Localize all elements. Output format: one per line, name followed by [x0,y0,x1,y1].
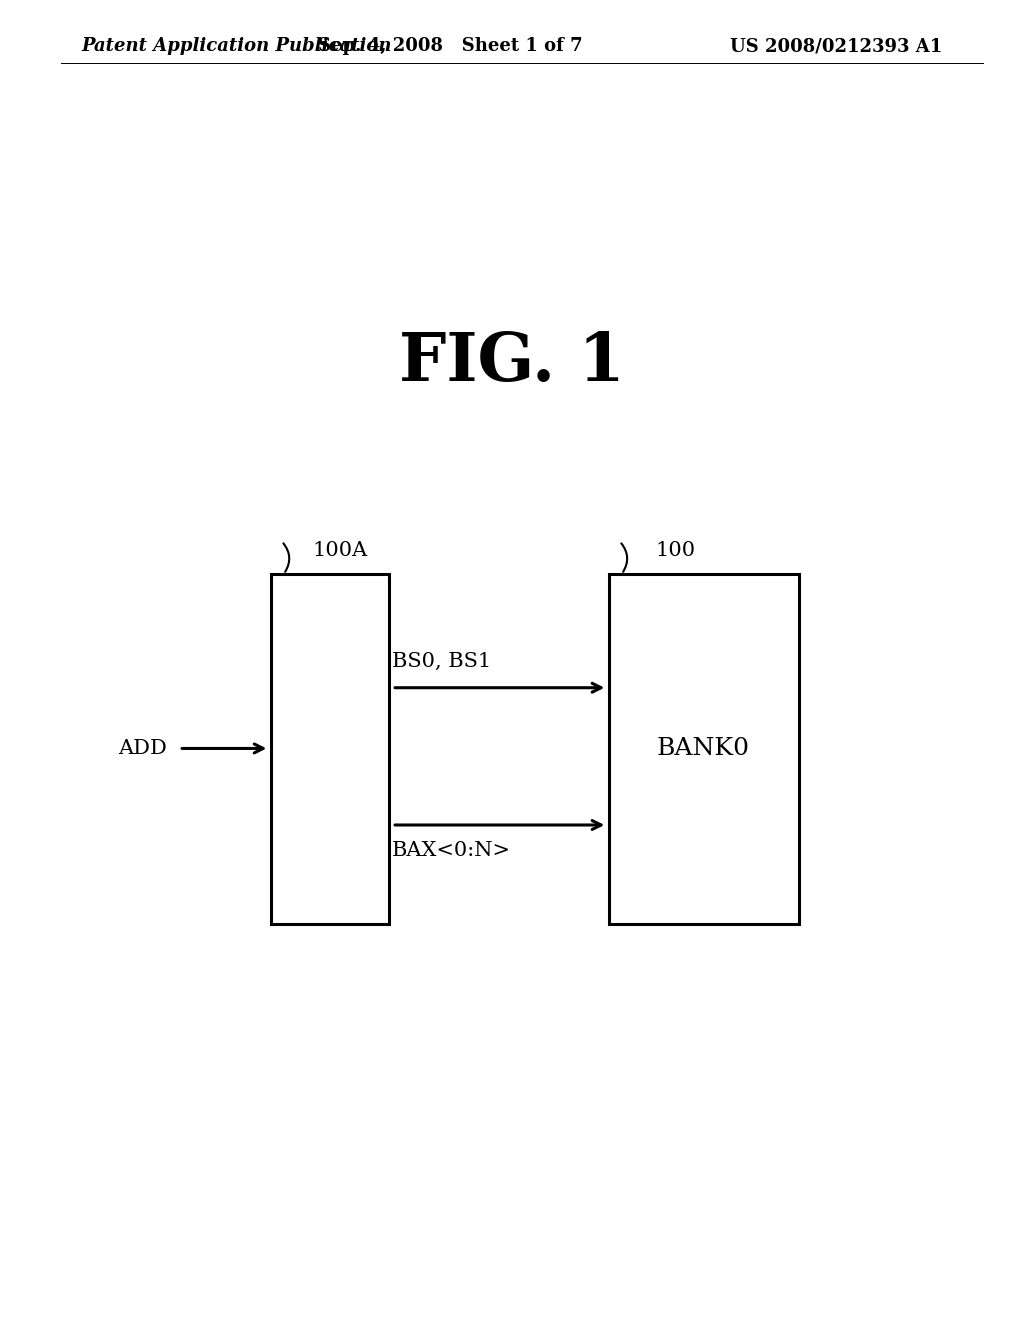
Text: 100: 100 [655,541,695,560]
Text: US 2008/0212393 A1: US 2008/0212393 A1 [730,37,942,55]
Text: BAX<0:N>: BAX<0:N> [392,841,511,859]
Text: 100A: 100A [312,541,368,560]
Text: Patent Application Publication: Patent Application Publication [82,37,392,55]
Text: BS0, BS1: BS0, BS1 [392,652,492,671]
Bar [271,574,389,924]
Text: Sep. 4, 2008   Sheet 1 of 7: Sep. 4, 2008 Sheet 1 of 7 [318,37,583,55]
Text: ADD: ADD [118,739,167,758]
Text: FIG. 1: FIG. 1 [399,330,625,396]
Bar [609,574,799,924]
Text: BANK0: BANK0 [657,737,750,760]
